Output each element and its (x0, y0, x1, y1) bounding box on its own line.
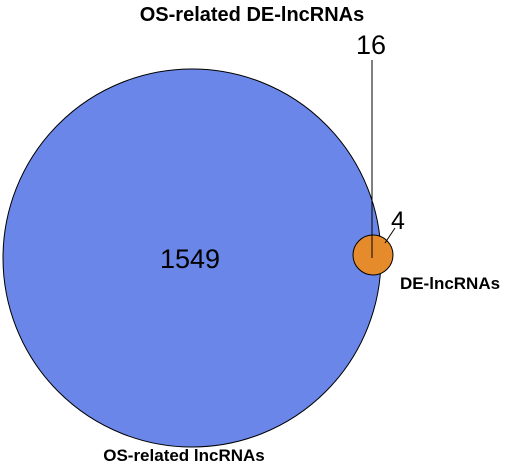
intersection-count: 16 (356, 30, 386, 60)
de-only-leader-line (384, 227, 396, 244)
diagram-title: OS-related DE-lncRNAs (140, 4, 365, 26)
set-circle-de-lncrnas (352, 234, 394, 276)
os-only-count: 1549 (160, 244, 220, 274)
set-label-os-related-lncrnas: OS-related lncRNAs (103, 446, 265, 465)
de-only-count: 4 (391, 207, 405, 235)
set-label-de-lncrnas: DE-lncRNAs (400, 274, 500, 293)
